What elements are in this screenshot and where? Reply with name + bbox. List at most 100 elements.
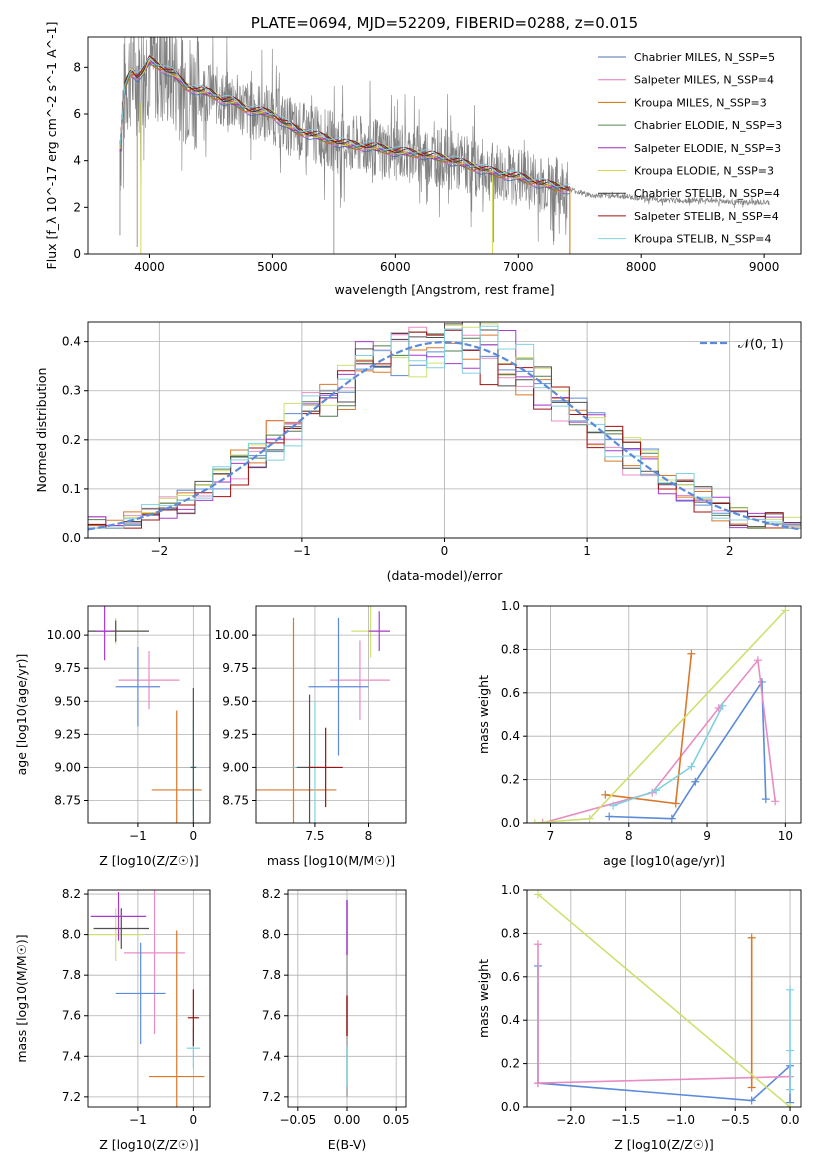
series-marker <box>747 933 756 942</box>
y-tick-label: 10.00 <box>47 628 81 642</box>
legend-entry: Chabrier STELIB, N_SSP=4 <box>634 187 780 200</box>
model-fit-line <box>119 54 571 189</box>
chart-title: PLATE=0694, MJD=52209, FIBERID=0288, z=0… <box>251 14 638 32</box>
y-tick-label: 7.4 <box>62 1049 81 1063</box>
x-tick-label: −1 <box>129 829 147 843</box>
histogram-step <box>88 325 801 529</box>
series-marker <box>533 1079 542 1088</box>
y-tick-label: 0.2 <box>62 433 81 447</box>
y-tick-label: 7.2 <box>62 1090 81 1104</box>
y-tick-label: 8.0 <box>62 928 81 942</box>
y-tick-label: 9.50 <box>222 694 249 708</box>
y-tick-label: 0.0 <box>62 531 81 545</box>
y-tick-label: 8.0 <box>262 928 281 942</box>
spectrum-lines <box>119 37 771 254</box>
series-marker <box>691 777 700 786</box>
weight-lines <box>530 606 790 823</box>
y-tick-label: 0.0 <box>501 816 520 830</box>
legend-entry: Chabrier MILES, N_SSP=5 <box>634 51 775 64</box>
series-line <box>605 653 693 805</box>
y-tick-label: 0.8 <box>501 642 520 656</box>
x-tick-label: 10 <box>778 829 793 843</box>
y-tick-label: 0.4 <box>501 1013 520 1027</box>
y-tick-label: 0.1 <box>62 482 81 496</box>
x-tick-label: 0 <box>190 1113 198 1127</box>
series-marker <box>781 606 790 615</box>
gridlines <box>88 890 210 1107</box>
x-tick-label: −2.0 <box>556 1113 585 1127</box>
series-marker <box>747 1096 756 1105</box>
series-marker <box>667 814 676 823</box>
x-tick-label: −1.0 <box>666 1113 695 1127</box>
x-tick-label: 0 <box>441 544 449 558</box>
y-tick-label: 8.2 <box>62 887 81 901</box>
series-marker <box>605 812 614 821</box>
x-axis-label: age [log10(age/yr)] <box>603 853 725 868</box>
y-tick-label: 1.0 <box>501 599 520 613</box>
normal-curve <box>88 341 801 531</box>
x-tick-label: 9 <box>703 829 711 843</box>
legend-entry: Salpeter ELODIE, N_SSP=3 <box>634 142 781 155</box>
series-line <box>537 893 791 1107</box>
axes-residuals: −2 −1 0 1 2 0.0 0.1 0.2 0.3 0.4 (data-model)/error… <box>34 321 802 583</box>
y-tick-label: 9.25 <box>222 727 249 741</box>
y-tick-label: 9.50 <box>54 694 81 708</box>
axes-spectrum: 4000 5000 6000 7000 8000 9000 0 2 4 6 8 PLATE=0694,… <box>44 14 802 297</box>
series-marker <box>687 649 696 658</box>
legend: Chabrier MILES, N_SSP=5 Salpeter MILES, N… <box>598 51 782 246</box>
series-marker <box>533 890 542 899</box>
axes-weight_vs_age: 7 8 9 10 0.0 0.2 0.4 0.6 0.8 1.0 age [log10(age/yr… <box>476 599 802 868</box>
y-tick-label: 9.00 <box>222 760 249 774</box>
y-tick-label: 0.6 <box>501 686 520 700</box>
y-tick-label: 9.75 <box>222 661 249 675</box>
x-tick-label: 0 <box>190 829 198 843</box>
x-tick-label: 2 <box>726 544 734 558</box>
legend-entry: 𝒩(0, 1) <box>738 336 784 351</box>
legend-entry: Salpeter STELIB, N_SSP=4 <box>634 210 779 223</box>
plot-frame <box>255 605 407 824</box>
x-tick-label: −0.5 <box>721 1113 750 1127</box>
series-line <box>542 658 776 823</box>
y-axis-label: Normed distribution <box>34 368 49 493</box>
y-tick-label: 0.3 <box>62 384 81 398</box>
x-axis-label: (data-model)/error <box>387 568 504 583</box>
y-tick-label: 4 <box>73 154 81 168</box>
gridlines <box>527 605 801 824</box>
x-tick-label: 7 <box>547 829 555 843</box>
x-tick-label: −1 <box>129 1113 147 1127</box>
legend-entry: Kroupa ELODIE, N_SSP=3 <box>634 165 774 178</box>
x-axis-label: mass [log10(M/M☉)] <box>267 853 395 868</box>
y-tick-label: 8 <box>73 60 81 74</box>
y-tick-label: 0.4 <box>62 335 81 349</box>
x-tick-label: 8 <box>365 829 373 843</box>
x-tick-label: −1 <box>293 544 311 558</box>
y-tick-label: 9.00 <box>54 760 81 774</box>
plot-frame <box>526 889 802 1108</box>
series-marker <box>609 801 618 810</box>
y-axis-label: mass weight <box>476 675 491 754</box>
y-tick-label: 0.8 <box>501 926 520 940</box>
y-tick-label: 0.6 <box>501 970 520 984</box>
series-marker <box>747 1083 756 1092</box>
series-line <box>612 705 724 807</box>
y-tick-label: 2 <box>73 200 81 214</box>
y-tick-label: 0.4 <box>501 729 520 743</box>
series-marker <box>601 790 610 799</box>
y-tick-label: 7.6 <box>262 1009 281 1023</box>
series-marker <box>786 1046 795 1055</box>
y-tick-label: 8.75 <box>54 794 81 808</box>
x-axis-label: Z [log10(Z/Z☉)] <box>614 1137 714 1152</box>
y-tick-label: 9.75 <box>54 661 81 675</box>
y-tick-label: 7.8 <box>62 968 81 982</box>
series-marker <box>786 1085 795 1094</box>
y-tick-label: 8.75 <box>222 794 249 808</box>
x-tick-label: 9000 <box>749 260 780 274</box>
x-axis-label: E(B-V) <box>328 1137 367 1152</box>
plot-frame <box>87 605 211 824</box>
y-axis-label: Flux [f_λ 10^-17 erg cm^-2 s^-1 A^-1] <box>44 22 59 270</box>
y-tick-label: 7.6 <box>62 1009 81 1023</box>
series-marker <box>786 985 795 994</box>
y-tick-label: 9.25 <box>54 727 81 741</box>
axes-mass_vs_EBV: −0.05 0.00 0.05 7.2 7.4 7.6 7.8 8.0 8.2 E(B-V) <box>262 887 410 1152</box>
x-tick-label: −1.5 <box>611 1113 640 1127</box>
